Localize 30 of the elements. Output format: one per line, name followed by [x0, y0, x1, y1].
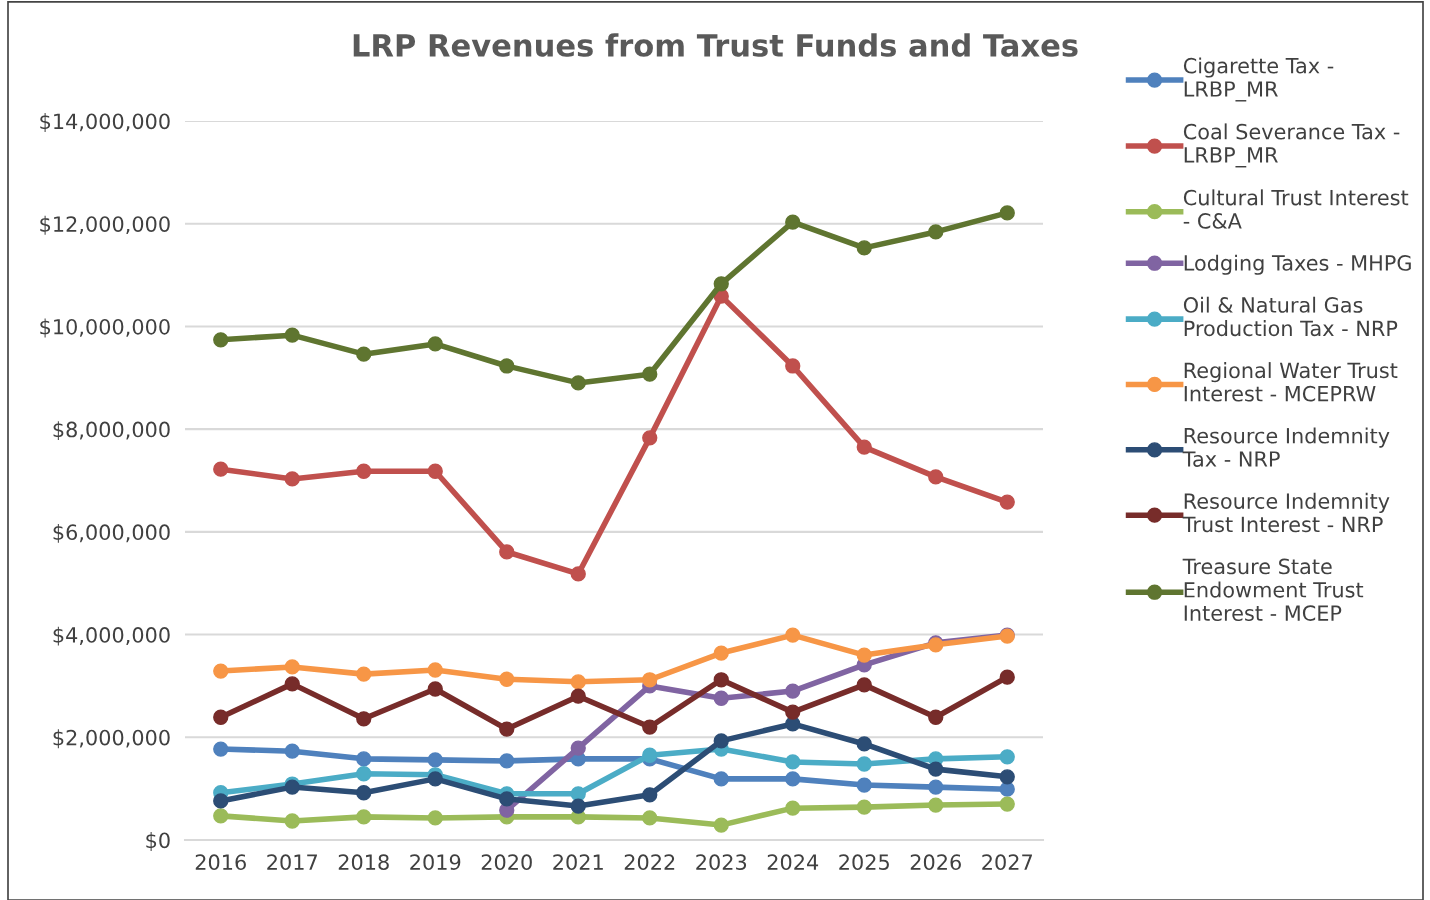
x-tick-label: 2026 [910, 854, 961, 871]
legend-label: Lodging Taxes - MHPG [1184, 254, 1411, 275]
legend-label: Regional Water Trust Interest - MCEPRW [1184, 362, 1398, 402]
y-tick-label: $2,000,000 [53, 729, 170, 749]
y-tick-label: $14,000,000 [40, 113, 170, 132]
legend-label: Coal Severance Tax - LRBP_MR [1183, 123, 1400, 168]
legend-label: Oil & Natural Gas Production Tax - NRP [1183, 296, 1398, 337]
y-tick-label: $8,000,000 [53, 421, 170, 441]
legend-label: Treasure State Endowment Trust Interest - MCEP [1182, 558, 1364, 621]
y-tick-label: $4,000,000 [53, 626, 170, 646]
legend-label: Resource Indemnity Tax - NRP [1182, 427, 1390, 467]
x-tick-label: 2021 [553, 854, 603, 871]
x-tick-label: 2018 [338, 854, 389, 871]
x-tick-label: 2016 [195, 854, 246, 871]
x-tick-label: 2023 [696, 854, 747, 871]
legend-label: Cigarette Tax - LRBP_MR [1183, 57, 1334, 102]
y-tick-label: $6,000,000 [53, 523, 170, 543]
x-tick-label: 2025 [839, 854, 889, 871]
x-tick-label: 2022 [624, 854, 675, 871]
x-tick-label: 2019 [410, 854, 461, 871]
y-tick-label: $10,000,000 [40, 318, 170, 338]
x-tick-label: 2017 [267, 854, 317, 871]
y-tick-label: $12,000,000 [40, 215, 170, 235]
legend-label: Cultural Trust Interest - C&A [1183, 189, 1409, 229]
legend-label: Resource Indemnity Trust Interest - NRP [1182, 492, 1390, 533]
x-tick-label: 2024 [767, 854, 819, 871]
y-tick-label: $0 [146, 832, 170, 851]
x-tick-label: 2020 [481, 854, 532, 871]
chart-title: LRP Revenues from Trust Funds and Taxes [353, 33, 1078, 57]
x-tick-label: 2027 [982, 854, 1032, 871]
